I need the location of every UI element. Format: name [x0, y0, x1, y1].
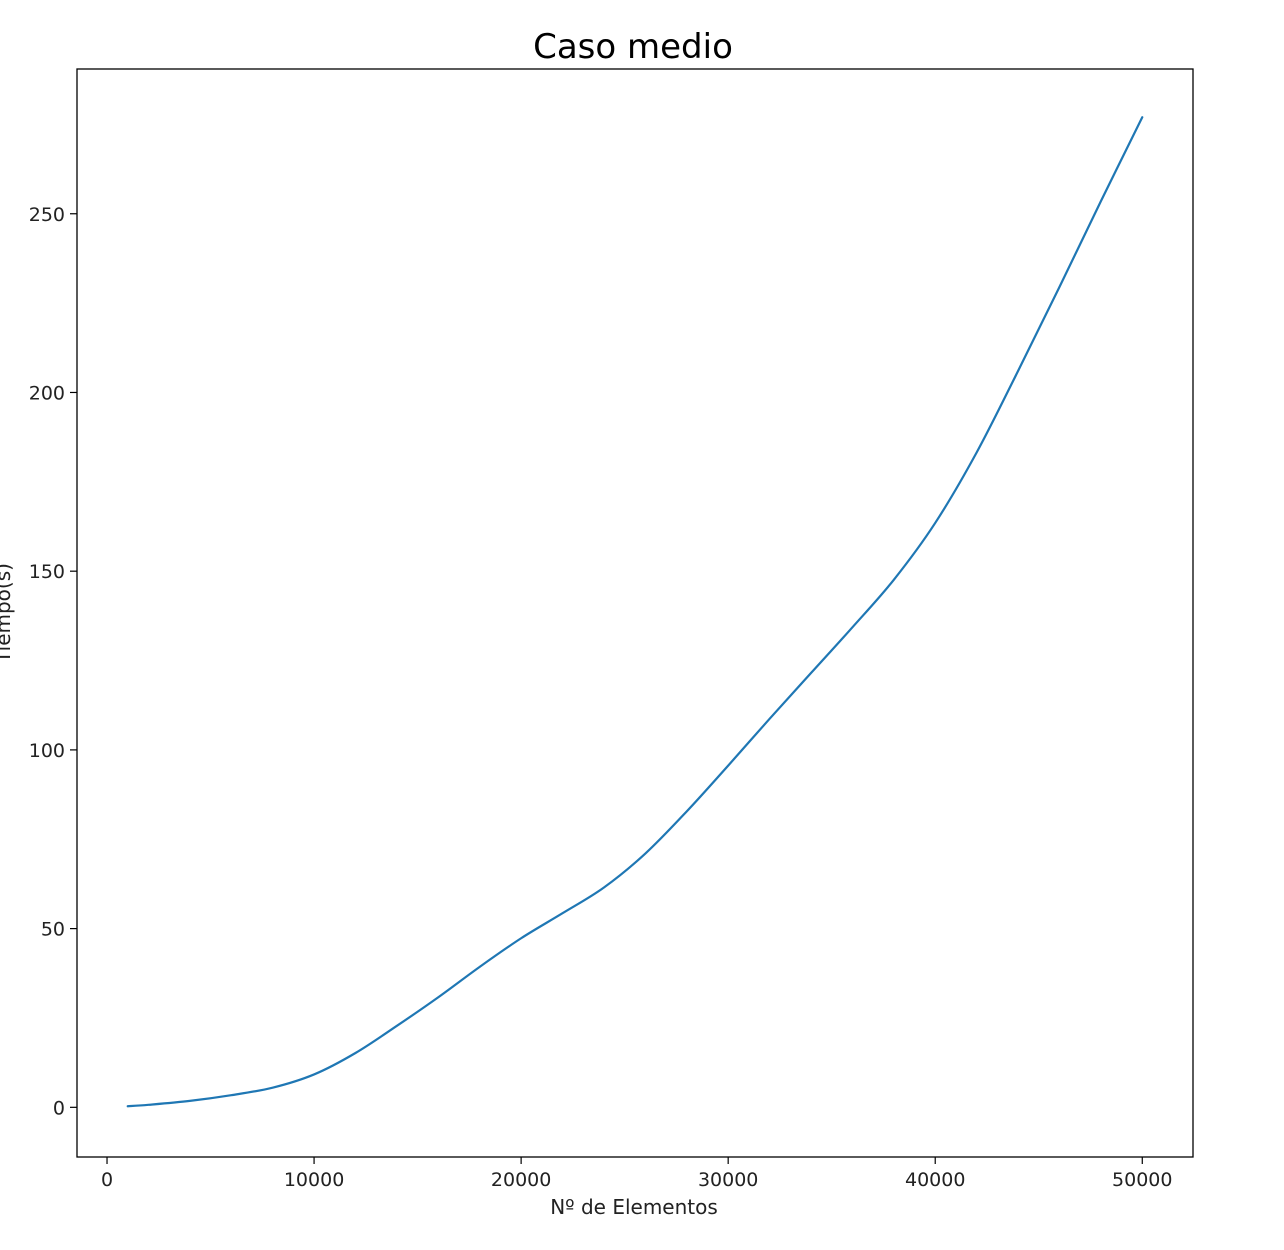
y-tick-label: 150: [29, 561, 65, 583]
x-axis-label: Nº de Elementos: [550, 1195, 718, 1219]
plot-area: 0 10000 20000 30000 40000 50000 0 50 100 150 200 2…: [29, 68, 1194, 1191]
y-axis-label: Tiempo(s): [0, 563, 15, 664]
y-tick-label: 250: [29, 204, 65, 226]
x-tick-label: 40000: [905, 1169, 965, 1191]
x-tick-label: 10000: [284, 1169, 344, 1191]
x-axis-ticks: 0 10000 20000 30000 40000 50000: [101, 1157, 1172, 1191]
plot-frame: [76, 68, 1194, 1158]
y-tick-label: 200: [29, 382, 65, 404]
x-tick-label: 0: [101, 1169, 113, 1191]
y-tick-label: 0: [53, 1097, 65, 1119]
x-tick-label: 30000: [698, 1169, 758, 1191]
y-tick-label: 100: [29, 740, 65, 762]
chart-title: Caso medio: [533, 27, 733, 67]
y-axis-ticks: 0 50 100 150 200 250: [29, 204, 77, 1119]
y-tick-label: 50: [41, 919, 65, 941]
x-tick-label: 20000: [491, 1169, 551, 1191]
x-tick-label: 50000: [1112, 1169, 1172, 1191]
series-line: [126, 116, 1144, 1108]
